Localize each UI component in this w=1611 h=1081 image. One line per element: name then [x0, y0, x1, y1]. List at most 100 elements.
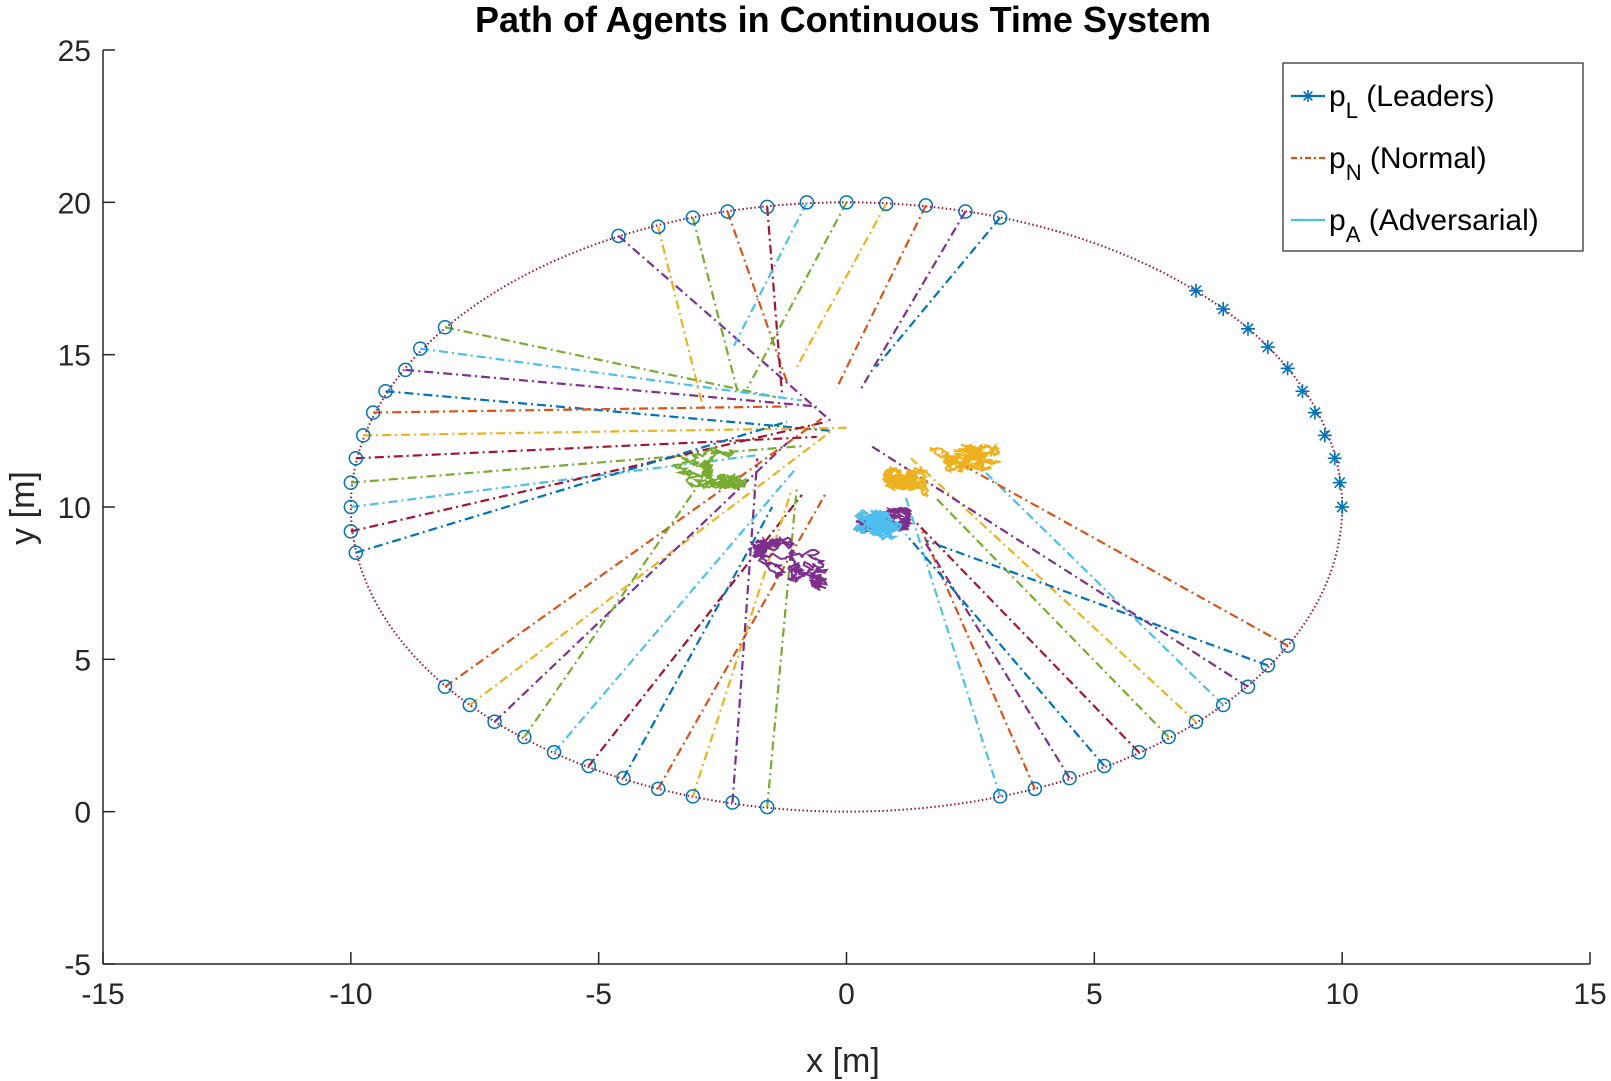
start-marker-27 — [546, 745, 562, 760]
x-axis-label: x [m] — [806, 1042, 880, 1080]
normal-path-39 — [934, 497, 1170, 738]
start-marker-36 — [1062, 770, 1077, 786]
start-marker-12 — [437, 319, 453, 335]
start-marker-17 — [355, 428, 371, 443]
leader-marker-7 — [1307, 405, 1322, 420]
adversarial-cluster-3 — [881, 465, 930, 498]
start-marker-25 — [487, 714, 502, 730]
start-marker-24 — [462, 697, 478, 713]
adversarial-cluster-4 — [751, 535, 829, 592]
normal-path-42 — [870, 445, 1249, 688]
normal-path-7 — [746, 201, 848, 389]
y-tick-label: 10 — [58, 492, 91, 525]
normal-path-4 — [726, 211, 789, 383]
start-marker-39 — [1161, 729, 1176, 745]
start-marker-7 — [839, 195, 854, 210]
normal-path-27 — [553, 466, 798, 753]
y-axis-label: y [m] — [4, 471, 42, 545]
normal-path-2 — [657, 226, 704, 407]
normal-path-38 — [915, 521, 1140, 754]
legend-label: pN (Normal) — [1329, 142, 1487, 185]
leader-marker-11 — [1335, 500, 1350, 514]
normal-path-34 — [904, 497, 1002, 797]
start-marker-30 — [650, 781, 666, 797]
legend-label: pL (Leaders) — [1329, 80, 1495, 123]
normal-path-6 — [731, 201, 808, 350]
adversarial-cluster-1 — [671, 446, 747, 490]
x-tick-label: -10 — [329, 978, 372, 1011]
start-marker-19 — [343, 475, 359, 490]
normal-path-32 — [731, 458, 759, 803]
normal-path-8 — [795, 203, 888, 368]
start-marker-14 — [398, 362, 413, 378]
start-marker-41 — [1215, 697, 1231, 713]
normal-path-1 — [617, 235, 833, 423]
start-marker-44 — [1280, 638, 1295, 653]
normal-path-44 — [950, 457, 1289, 647]
y-tick-label: 0 — [74, 797, 91, 830]
leader-marker-8 — [1317, 428, 1332, 443]
normal-path-25 — [493, 442, 788, 723]
start-marker-34 — [992, 789, 1008, 804]
start-marker-13 — [412, 341, 428, 356]
start-marker-5 — [759, 199, 775, 215]
start-marker-8 — [878, 196, 894, 212]
start-marker-37 — [1096, 758, 1112, 774]
start-marker-16 — [365, 405, 381, 420]
leader-marker-10 — [1332, 475, 1347, 490]
x-tick-label: 0 — [838, 978, 855, 1011]
start-marker-23 — [437, 679, 453, 695]
normal-path-16 — [373, 405, 788, 414]
normal-path-28 — [587, 494, 803, 767]
x-tick-label: -5 — [585, 978, 612, 1011]
start-marker-28 — [581, 758, 597, 774]
leader-marker-3 — [1240, 321, 1255, 336]
start-marker-11 — [992, 210, 1008, 225]
legend-entry-a: pA (Adversarial) — [1291, 204, 1539, 247]
y-tick-label: 15 — [58, 340, 91, 373]
normal-path-37 — [905, 533, 1106, 767]
chart-title: Path of Agents in Continuous Time System — [475, 0, 1211, 40]
normal-path-29 — [622, 506, 774, 779]
normal-path-10 — [860, 210, 967, 389]
leader-marker-6 — [1295, 384, 1310, 399]
normal-path-43 — [925, 539, 1269, 667]
normal-path-20 — [350, 454, 758, 509]
start-marker-18 — [348, 451, 364, 466]
leader-marker-9 — [1327, 451, 1342, 466]
normal-path-33 — [766, 485, 799, 808]
start-marker-31 — [685, 789, 701, 804]
normal-path-14 — [405, 368, 817, 408]
adversarial-cluster-2 — [929, 442, 1002, 473]
legend-star-icon — [1302, 90, 1314, 102]
x-tick-label: 15 — [1573, 978, 1606, 1011]
x-tick-label: -15 — [81, 978, 124, 1011]
start-marker-35 — [1027, 781, 1043, 797]
x-tick-label: 10 — [1325, 978, 1358, 1011]
start-marker-15 — [378, 383, 393, 399]
y-tick-label: 5 — [74, 644, 91, 677]
adversarial-cluster-6 — [852, 509, 903, 541]
y-tick-label: 25 — [58, 35, 91, 68]
start-marker-22 — [348, 545, 364, 560]
normal-path-15 — [385, 390, 832, 432]
start-marker-43 — [1260, 658, 1276, 673]
leader-marker-5 — [1280, 361, 1295, 376]
start-marker-1 — [611, 228, 626, 244]
plot-area — [343, 195, 1350, 815]
start-marker-3 — [685, 210, 701, 225]
leader-marker-4 — [1260, 340, 1275, 355]
legend-entry-l: pL (Leaders) — [1291, 80, 1495, 123]
normal-path-35 — [919, 527, 1036, 790]
start-marker-32 — [725, 795, 740, 810]
normal-path-31 — [691, 488, 794, 797]
start-marker-4 — [720, 204, 735, 219]
normal-path-26 — [523, 463, 714, 738]
legend-label: pA (Adversarial) — [1329, 204, 1539, 247]
y-tick-label: -5 — [64, 949, 91, 982]
normal-path-30 — [657, 491, 828, 790]
start-marker-21 — [343, 524, 359, 539]
start-marker-38 — [1131, 745, 1147, 760]
normal-path-11 — [875, 216, 1002, 368]
start-marker-10 — [958, 204, 973, 219]
